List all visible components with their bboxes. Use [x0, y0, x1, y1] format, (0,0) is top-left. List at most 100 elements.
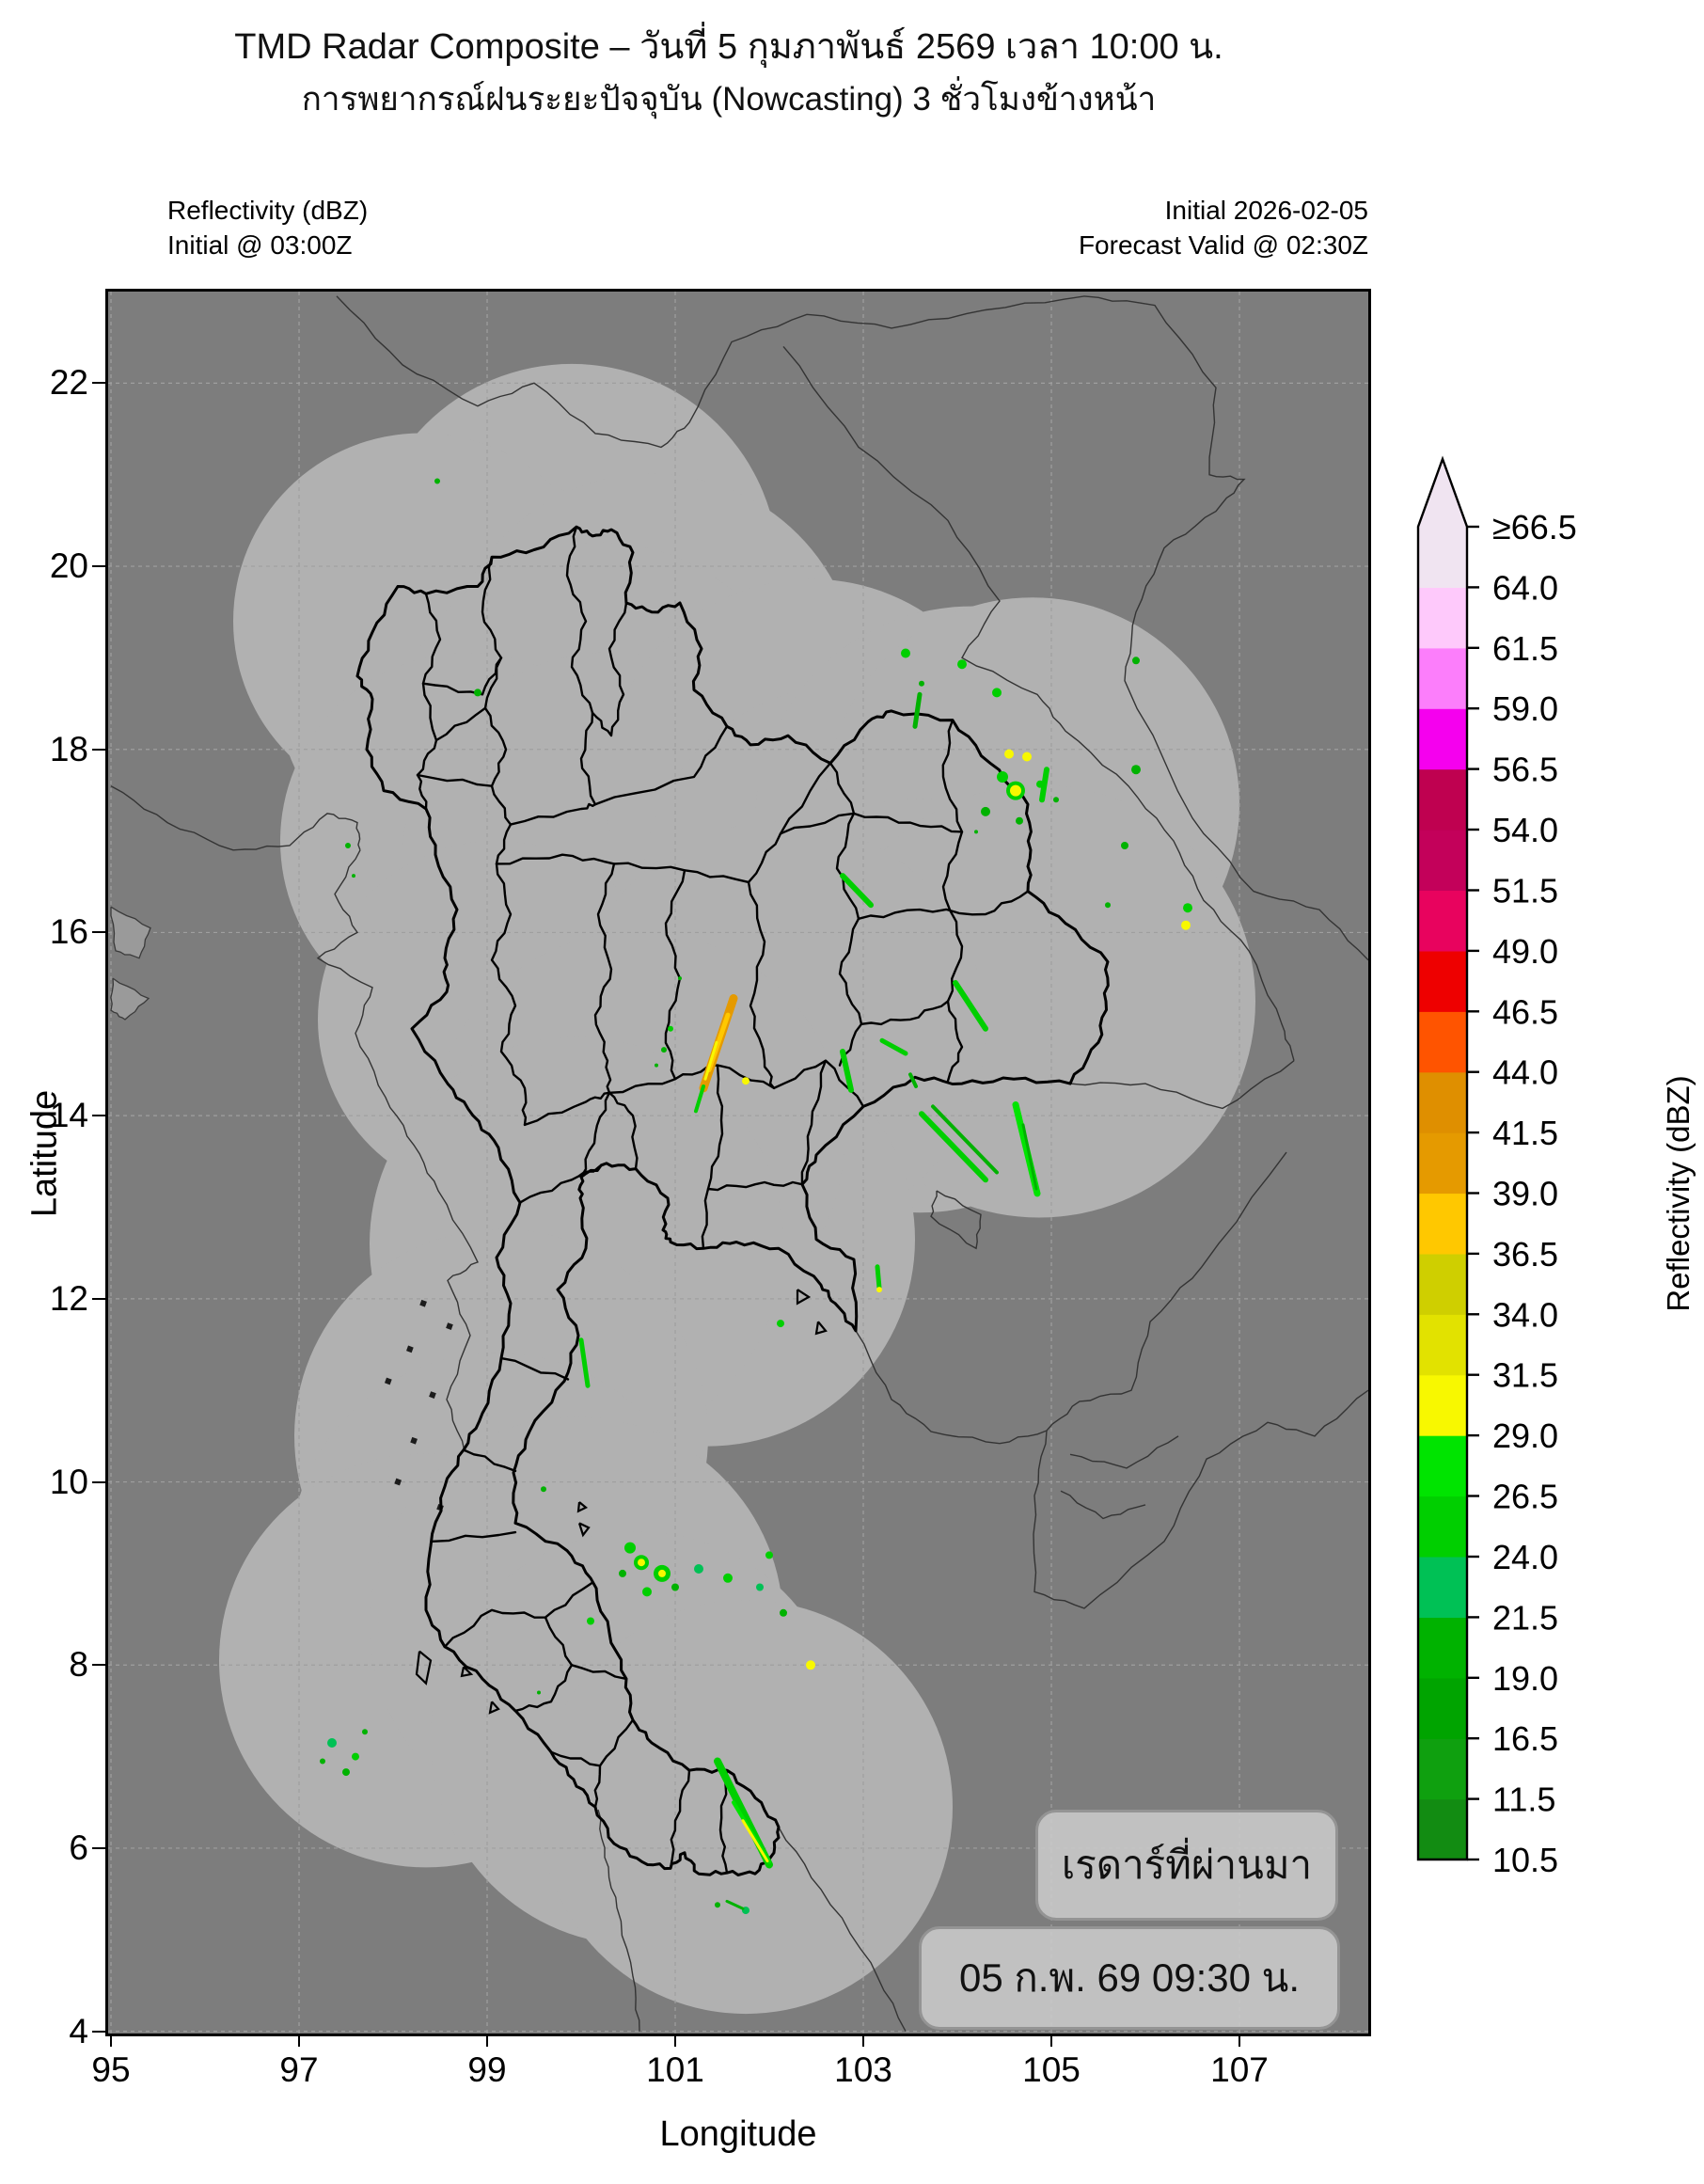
neighbor-border-line	[778, 1827, 907, 2032]
radar-echo	[638, 1559, 645, 1567]
header-right-line2: Forecast Valid @ 02:30Z	[1078, 230, 1368, 260]
radar-echo	[1121, 842, 1128, 849]
province-border	[421, 657, 503, 696]
x-tick-label: 95	[91, 2050, 131, 2089]
radar-echo	[587, 1617, 594, 1625]
neighbor-border-line	[855, 1330, 1048, 1445]
radar-echo	[780, 1608, 787, 1617]
x-tick-label: 107	[1210, 2050, 1269, 2089]
radar-echo	[1183, 903, 1192, 913]
radar-echo	[957, 659, 967, 670]
neighbor-border-line	[1069, 1435, 1179, 1469]
colorbar-tick-label: 61.5	[1492, 629, 1558, 668]
neighbor-border-line	[1069, 1060, 1295, 1110]
island-speck	[394, 1478, 402, 1486]
colorbar-tick-label: 31.5	[1492, 1356, 1558, 1395]
radar-echo	[981, 806, 990, 816]
y-tick-label: 4	[69, 2011, 88, 2050]
province-border	[591, 601, 628, 737]
y-tick-mark	[92, 382, 105, 385]
province-border	[857, 890, 1030, 920]
y-tick-mark	[92, 1297, 105, 1300]
radar-echo-streak	[741, 1819, 769, 1863]
radar-echo-streak	[919, 1111, 988, 1183]
colorbar-segment	[1418, 647, 1467, 709]
radar-echo	[1131, 765, 1141, 775]
header-right: Initial 2026-02-05 Forecast Valid @ 02:3…	[1079, 193, 1368, 262]
radar-echo-streak	[694, 1084, 705, 1114]
radar-echo	[619, 1569, 626, 1577]
province-border	[593, 1765, 602, 1809]
province-border	[706, 1180, 804, 1192]
colorbar-segment	[1418, 950, 1467, 1012]
map-overlay-label-text: เรดาร์ที่ผ่านมา	[1061, 1843, 1313, 1887]
map-overlay-timestamp: 05 ก.พ. 69 09:30 น.	[919, 1926, 1340, 2030]
x-tick-mark	[862, 2034, 864, 2047]
radar-echo-streak	[703, 1040, 718, 1081]
radar-echo	[1181, 920, 1191, 930]
colorbar-segment	[1418, 527, 1467, 588]
colorbar-outline	[1416, 455, 1469, 1861]
radar-echo-streak	[879, 1037, 908, 1056]
radar-echo	[320, 1758, 325, 1765]
province-border	[718, 1768, 729, 1875]
y-tick-mark	[92, 748, 105, 751]
island-speck	[410, 1436, 418, 1445]
neighbor-border-line	[110, 785, 361, 851]
island-speck	[406, 1345, 414, 1353]
radar-echo	[756, 1583, 764, 1591]
island-speck	[429, 1391, 436, 1399]
colorbar-segment	[1418, 1496, 1467, 1558]
header-left: Reflectivity (dBZ) Initial @ 03:00Z	[167, 193, 368, 262]
radar-echo-streak	[1021, 1123, 1038, 1191]
colorbar-tick-label: 19.0	[1492, 1659, 1558, 1698]
radar-echo	[997, 771, 1008, 783]
province-border	[431, 1530, 517, 1543]
radar-echo-streak	[840, 1049, 854, 1093]
y-tick-label: 12	[49, 1278, 88, 1318]
colorbar-segment	[1418, 1374, 1467, 1436]
radar-echo	[658, 1569, 666, 1577]
colorbar-segment	[1418, 1738, 1467, 1800]
radar-echo	[327, 1738, 337, 1748]
radar-echo	[541, 1486, 546, 1493]
colorbar-segment	[1418, 830, 1467, 891]
radar-echo-streak	[725, 1899, 745, 1910]
colorbar-segment	[1418, 708, 1467, 770]
colorbar-segment	[1418, 890, 1467, 952]
header-left-line1: Reflectivity (dBZ)	[167, 196, 369, 225]
y-tick-mark	[92, 931, 105, 934]
x-tick-mark	[298, 2034, 300, 2047]
radar-echo-streak	[578, 1337, 591, 1388]
colorbar-tick-label: 29.0	[1492, 1416, 1558, 1455]
radar-echo-streak	[1039, 767, 1049, 803]
province-border	[607, 1091, 639, 1170]
colorbar-extend-arrow	[1418, 459, 1467, 527]
colorbar-segment	[1418, 1193, 1467, 1255]
radar-echo	[777, 1320, 784, 1328]
province-border	[747, 880, 776, 1090]
province-border	[579, 1091, 611, 1179]
radar-echo	[678, 976, 682, 981]
y-tick-mark	[92, 1846, 105, 1849]
colorbar-tick-label: 49.0	[1492, 932, 1558, 971]
province-border	[701, 1064, 724, 1250]
page-subtitle: การพยากรณ์ฝนระยะปัจจุบัน (Nowcasting) 3 …	[301, 81, 1157, 118]
y-tick-mark	[92, 1480, 105, 1483]
radar-echo	[765, 1551, 773, 1559]
colorbar-segment	[1418, 1435, 1467, 1497]
x-tick-mark	[1239, 2034, 1240, 2047]
neighbor-border-line	[336, 295, 1085, 449]
province-border	[593, 863, 616, 1094]
radar-coverage	[219, 363, 1255, 2015]
radar-echo	[434, 478, 440, 484]
colorbar-segment	[1418, 1071, 1467, 1133]
y-tick-mark	[92, 2030, 105, 2033]
neighbor-border-line	[1083, 295, 1368, 961]
radar-echo	[806, 1660, 815, 1670]
radar-echo-streak	[875, 1264, 882, 1290]
colorbar-tick-label: 41.5	[1492, 1114, 1558, 1152]
island-outline	[460, 1666, 474, 1678]
radar-map	[108, 292, 1368, 2034]
radar-echo	[624, 1542, 636, 1554]
